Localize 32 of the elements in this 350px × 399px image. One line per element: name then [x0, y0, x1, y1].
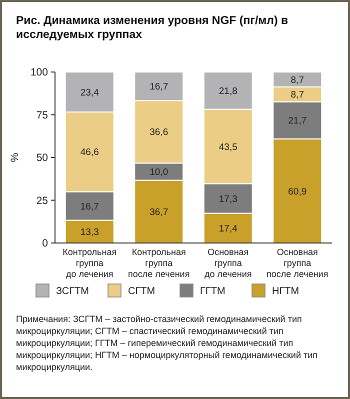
data-label: 8,7 — [290, 74, 304, 86]
legend-label: НГТМ — [272, 286, 300, 297]
y-axis-title: % — [9, 152, 21, 162]
data-label: 21,8 — [218, 86, 238, 97]
data-label: 17,4 — [218, 223, 238, 234]
legend-label: ГГТМ — [200, 286, 226, 297]
y-tick-label: 25 — [36, 194, 48, 207]
y-tick-label: 100 — [30, 66, 48, 79]
data-label: 60,9 — [288, 186, 307, 198]
x-tick-label: Контрольная группа после лечения — [128, 247, 190, 279]
data-label: 21,7 — [288, 116, 307, 127]
chart-title: Рис. Динамика изменения уровня NGF (пг/мл) в исследуемых группах — [16, 15, 288, 41]
legend-label: ЗСГТМ — [56, 286, 90, 297]
data-label: 13,3 — [80, 226, 99, 238]
data-label: 16,7 — [150, 82, 168, 93]
data-label: 8,7 — [290, 90, 304, 101]
data-label: 36,6 — [150, 127, 168, 138]
x-tick-label: Основная группа после лечения — [266, 247, 328, 279]
data-label: 36,7 — [150, 206, 168, 218]
data-label: 10,0 — [150, 167, 168, 178]
x-tick-label: Контрольная группа до лечения — [62, 247, 117, 279]
y-tick-label: 75 — [36, 109, 48, 122]
legend-label: СГТМ — [128, 286, 156, 297]
data-label: 46,6 — [80, 147, 99, 158]
data-label: 16,7 — [80, 201, 99, 212]
data-label: 23,4 — [80, 87, 99, 98]
text: Примечания: ЗСГТМ – застойно-стазический гемодинамический тип микроциркуляции; СГТМ – спастический гемодинамический тип микроциркуляции; ГГТМ – гиперемический гемодинамический тип микроциркуляции; НГТМ – нормоциркуляторный гемодинамический тип микроциркуляции. — [16, 314, 318, 372]
data-label: 17,3 — [218, 194, 238, 205]
x-tick-label: Основная группа до лечения — [204, 247, 252, 279]
data-label: 43,5 — [218, 142, 238, 153]
y-tick-label: 50 — [36, 152, 48, 164]
y-tick-label: 0 — [42, 238, 48, 250]
